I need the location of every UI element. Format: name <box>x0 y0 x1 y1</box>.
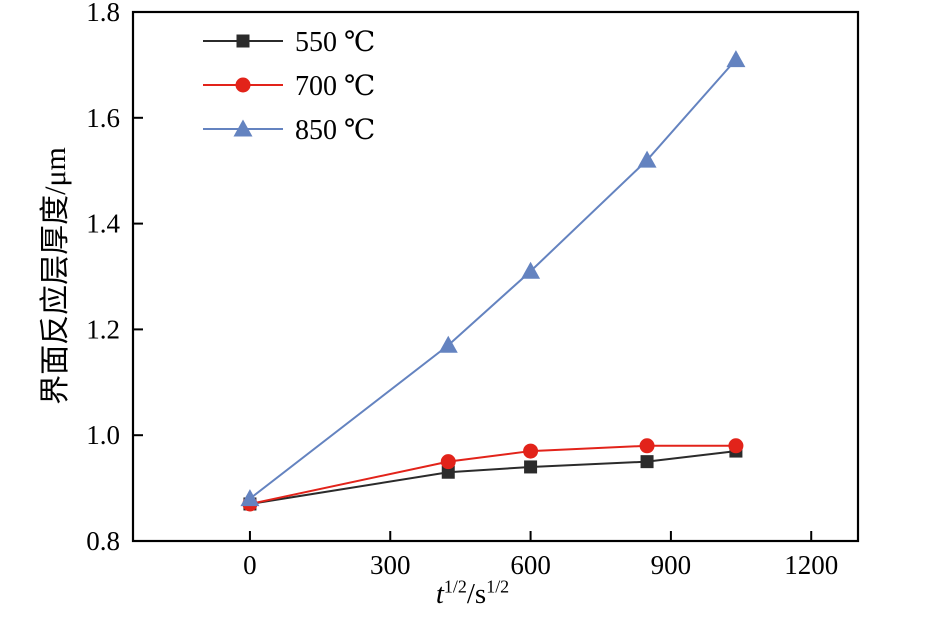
x-axis-label: t1/2/s1/2 <box>0 576 945 611</box>
marker-triangle-icon <box>726 50 746 68</box>
series-line-circle <box>249 444 736 505</box>
marker-triangle-icon <box>438 335 458 353</box>
x-axis-label-sup2: 1/2 <box>486 576 510 597</box>
series-line-square <box>249 450 737 505</box>
y-tick-label: 0.8 <box>86 526 120 556</box>
marker-square-icon <box>441 465 455 479</box>
marker-triangle-icon <box>240 489 260 507</box>
legend-label: 700 ℃ <box>295 71 375 102</box>
x-axis-label-variable: t <box>435 578 444 610</box>
marker-circle-icon <box>639 438 655 454</box>
marker-square-icon <box>524 460 538 474</box>
y-tick-label: 1.0 <box>86 420 120 450</box>
marker-square-icon <box>236 34 250 48</box>
y-tick-label: 1.2 <box>86 314 120 344</box>
y-axis-label: 界面反应层厚度/μm <box>39 147 72 405</box>
marker-triangle-icon <box>637 150 657 168</box>
x-tick-label: 300 <box>370 550 411 580</box>
x-tick-label: 900 <box>651 550 692 580</box>
plot-frame <box>131 10 860 543</box>
x-tick-label: 0 <box>243 550 257 580</box>
marker-circle-icon <box>523 443 539 459</box>
marker-triangle-icon <box>521 261 541 279</box>
legend-label: 550 ℃ <box>295 27 375 58</box>
marker-triangle-icon <box>233 119 253 137</box>
x-axis-label-sup1: 1/2 <box>443 576 467 597</box>
y-tick-label: 1.4 <box>86 209 120 239</box>
y-tick-label: 1.6 <box>86 103 120 133</box>
marker-square-icon <box>640 455 654 469</box>
y-tick-label: 1.8 <box>86 0 120 27</box>
marker-circle-icon <box>235 77 251 93</box>
x-tick-label: 1200 <box>784 550 838 580</box>
legend-label: 850 ℃ <box>295 115 375 146</box>
x-axis-label-mid: /s <box>466 578 487 610</box>
marker-circle-icon <box>440 454 456 470</box>
marker-circle-icon <box>728 438 744 454</box>
x-tick-label: 600 <box>510 550 551 580</box>
